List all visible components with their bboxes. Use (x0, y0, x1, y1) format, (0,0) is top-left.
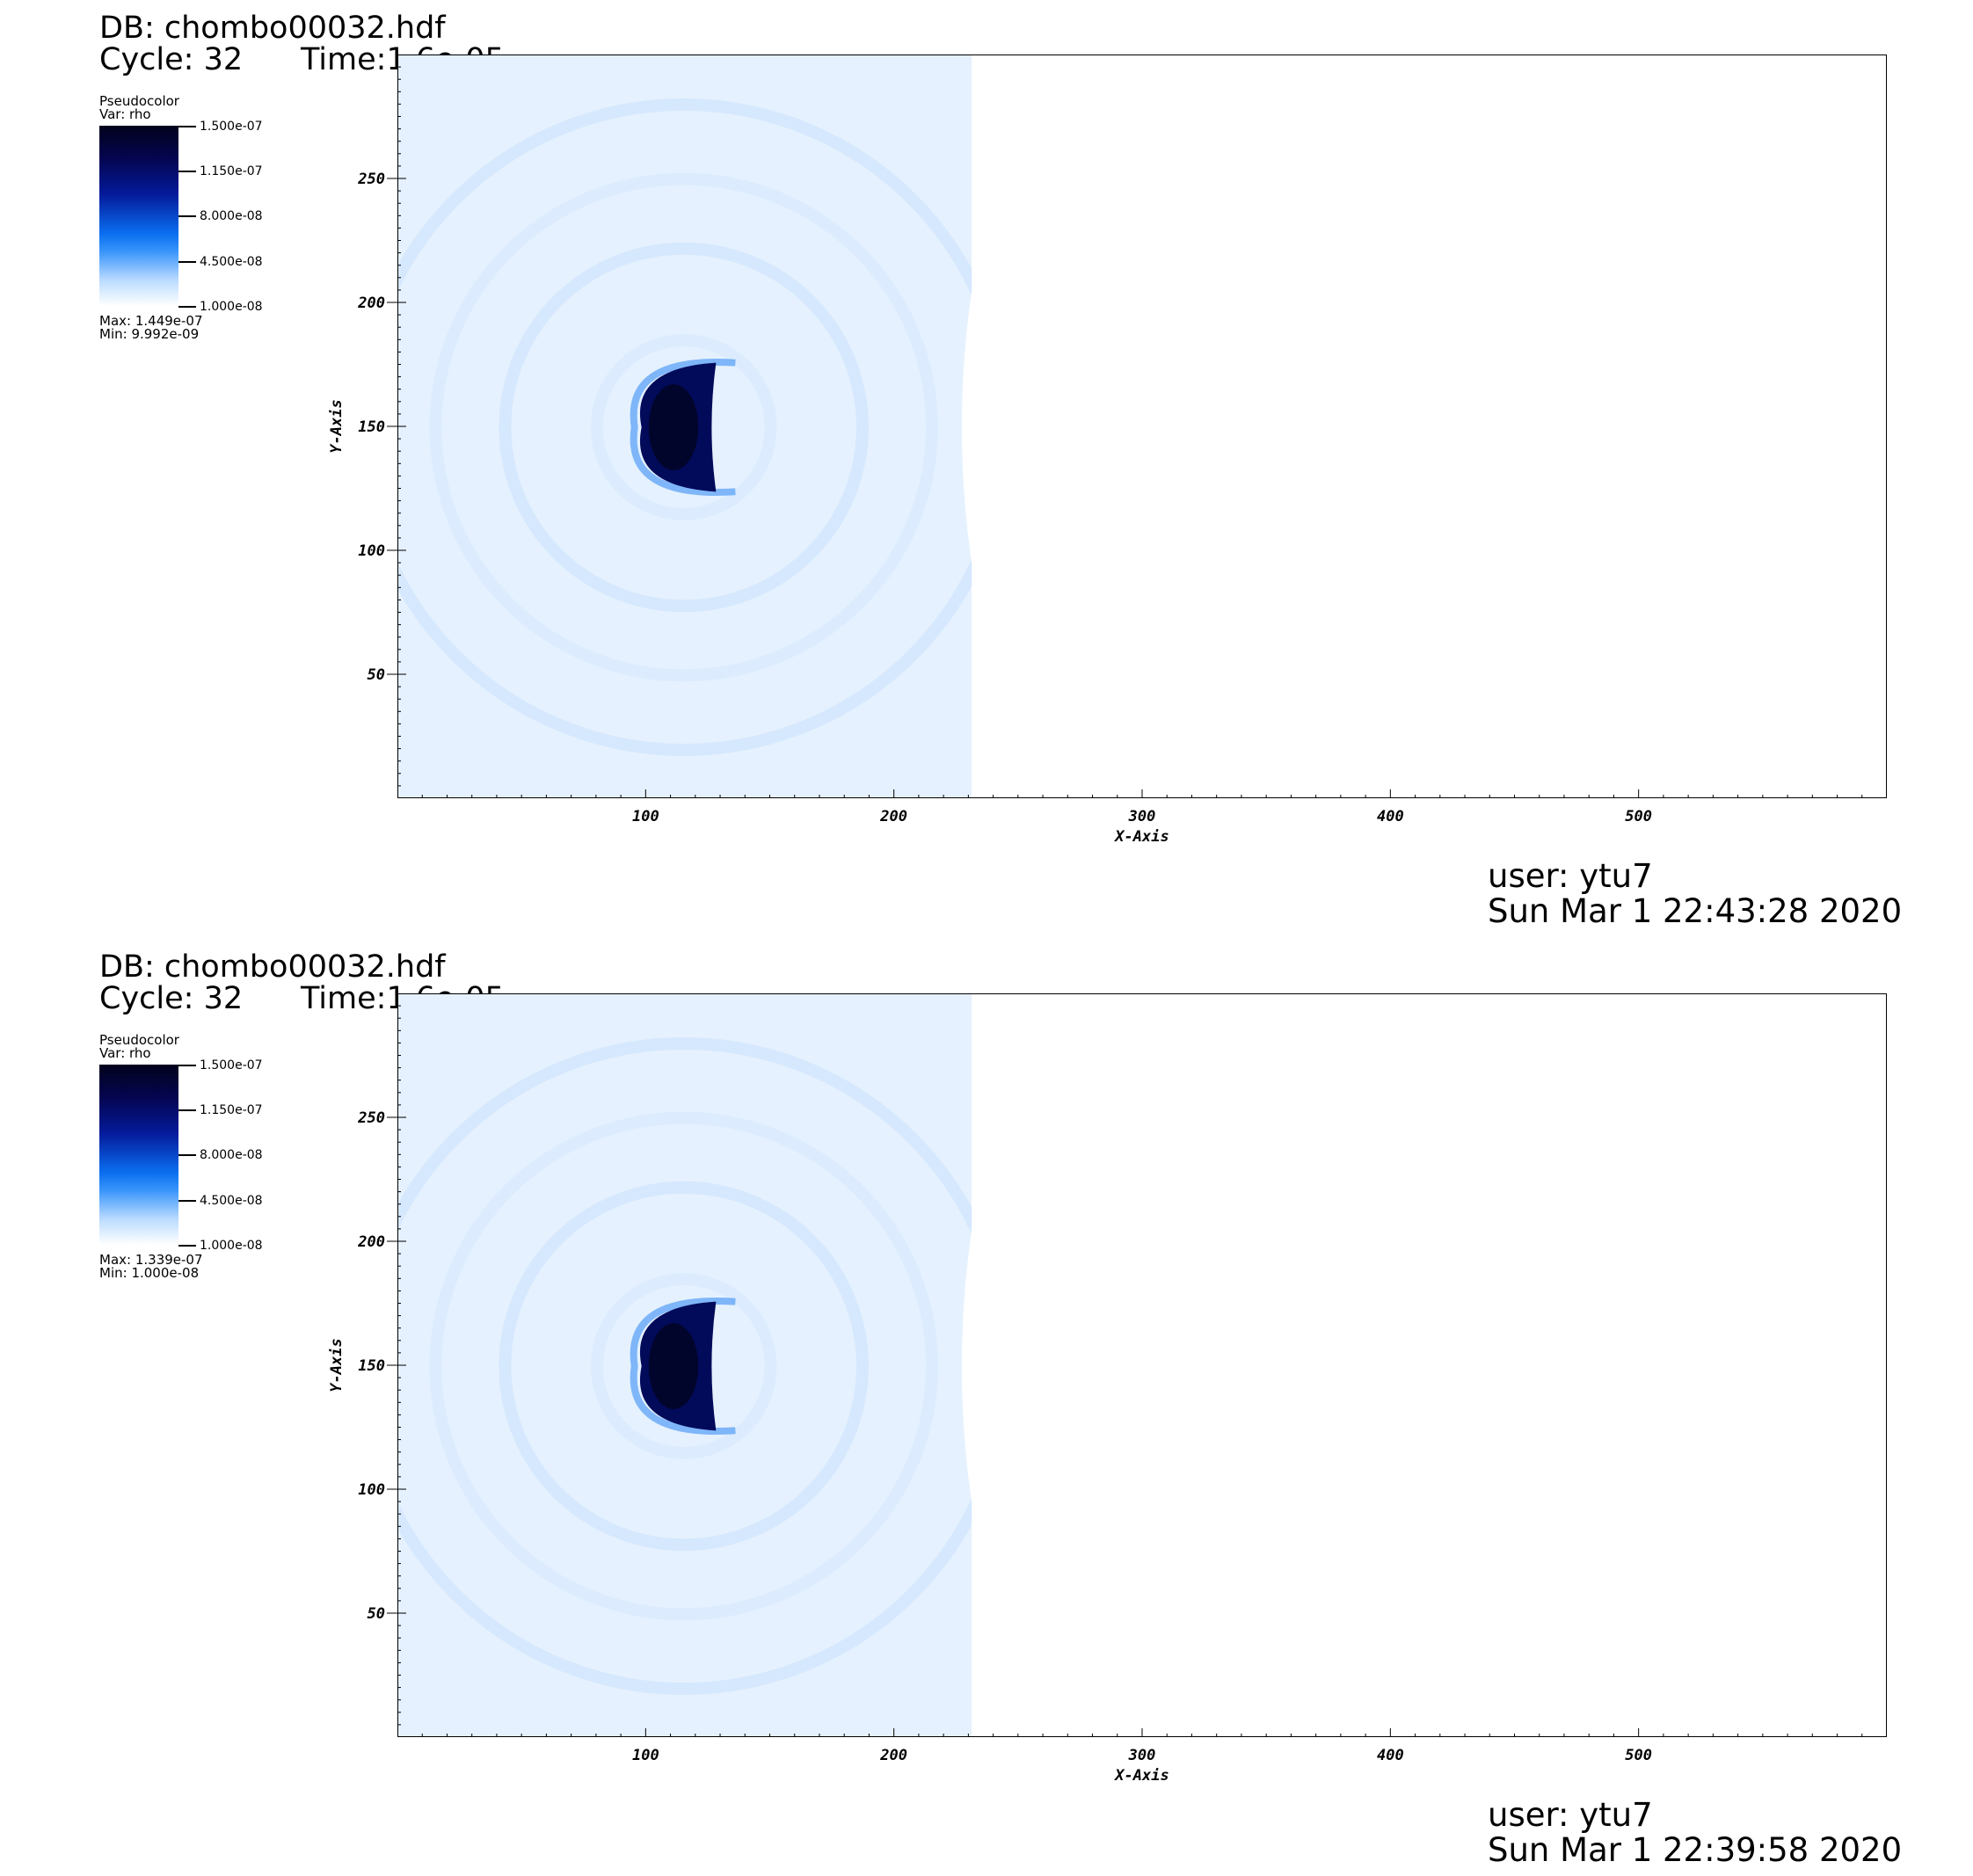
legend-var: Var: rho (99, 106, 151, 122)
user-label: user: ytu7 (1488, 1796, 1653, 1834)
plot-panel-2: DB: chombo00032.hdf Cycle: 32 Time:1.6e-… (0, 939, 1973, 1876)
db-label: DB: chombo00032.hdf (99, 11, 446, 46)
colorbar-tick-label: 1.150e-07 (200, 1103, 263, 1117)
y-tick-label: 150 (358, 418, 385, 436)
user-label: user: ytu7 (1488, 857, 1653, 895)
colorbar-tick (178, 1200, 196, 1202)
axes: 100 200 300 400 500 50 100 150 200 250 X-Axis Y-Axi… (328, 66, 1863, 846)
x-tick-label: 300 (1128, 1747, 1156, 1764)
colorbar-tick-label: 1.000e-08 (200, 300, 263, 314)
y-tick-label: 250 (357, 1109, 385, 1127)
colorbar-tick (178, 171, 196, 172)
cycle-label: Cycle: 32 (99, 981, 244, 1016)
clump-halo (630, 358, 736, 497)
legend-min: Min: 1.000e-08 (99, 1265, 200, 1281)
x-tick-label: 500 (1625, 1747, 1652, 1764)
colorbar-tick-label: 8.000e-08 (200, 1148, 263, 1162)
shock-shell (398, 98, 972, 757)
x-tick-label: 400 (1377, 1747, 1404, 1764)
colorbar-tick-label: 1.000e-08 (200, 1239, 263, 1253)
cycle-label: Cycle: 32 (99, 42, 244, 77)
y-tick-label: 100 (358, 542, 385, 560)
legend-var: Var: rho (99, 1045, 151, 1061)
colorbar (99, 1065, 178, 1245)
colorbar-tick (178, 1245, 196, 1247)
y-tick-label: 250 (357, 171, 385, 188)
colorbar-tick (178, 1065, 196, 1066)
shock-shell (499, 1181, 869, 1552)
x-tick-label: 400 (1377, 808, 1404, 825)
colorbar-tick-label: 1.500e-07 (200, 1058, 263, 1073)
colorbar-tick-label: 8.000e-08 (200, 209, 263, 223)
date-label: Sun Mar 1 22:43:28 2020 (1488, 892, 1903, 930)
clump-core (648, 1323, 699, 1409)
y-axis-title: Y-Axis (328, 399, 346, 453)
colorbar-tick (178, 215, 196, 217)
shock-shell (429, 1111, 939, 1621)
plot-area (397, 55, 1887, 798)
y-tick-label: 200 (357, 1233, 385, 1251)
y-tick-label: 50 (368, 666, 385, 684)
x-tick-label: 200 (879, 1747, 907, 1764)
y-axis-title: Y-Axis (328, 1338, 346, 1392)
x-tick-label: 500 (1625, 808, 1652, 825)
y-tick-label: 50 (368, 1605, 385, 1623)
colorbar-tick (178, 1109, 196, 1111)
shock-shell (590, 1273, 777, 1459)
plot-area (397, 993, 1887, 1737)
shock-shell (429, 172, 939, 682)
shock-shell (398, 1036, 972, 1696)
colorbar-tick-label: 4.500e-08 (200, 1194, 263, 1208)
clump-core (648, 384, 699, 470)
colorbar-tick (178, 1154, 196, 1156)
colorbar-tick-label: 1.500e-07 (200, 120, 263, 134)
plot-panel-1: DB: chombo00032.hdf Cycle: 32 Time:1.6e-… (0, 0, 1973, 937)
x-axis-title: X-Axis (1113, 828, 1169, 846)
shock-shell (590, 334, 777, 520)
shock-shell (499, 242, 869, 613)
db-label: DB: chombo00032.hdf (99, 949, 446, 985)
axes: 100 200 300 400 500 50 100 150 200 250 X-Axis Y-Axi… (328, 1005, 1863, 1785)
legend-min: Min: 9.992e-09 (99, 326, 200, 342)
colorbar-tick (178, 261, 196, 263)
x-tick-label: 100 (632, 808, 659, 825)
density-field (398, 994, 972, 1736)
y-tick-label: 100 (358, 1481, 385, 1499)
legend-plot-type: Pseudocolor (99, 1032, 179, 1048)
colorbar-tick (178, 126, 196, 127)
x-axis-title: X-Axis (1113, 1767, 1169, 1785)
x-tick-label: 200 (879, 808, 907, 825)
colorbar-tick (178, 306, 196, 308)
legend-max: Max: 1.339e-07 (99, 1252, 203, 1268)
x-tick-label: 300 (1128, 808, 1156, 825)
date-label: Sun Mar 1 22:39:58 2020 (1488, 1831, 1903, 1869)
x-tick-label: 100 (632, 1747, 659, 1764)
clump-halo (630, 1297, 736, 1436)
legend-plot-type: Pseudocolor (99, 93, 179, 109)
colorbar (99, 126, 178, 306)
y-tick-label: 150 (358, 1357, 385, 1375)
y-tick-label: 200 (357, 294, 385, 312)
colorbar-tick-label: 1.150e-07 (200, 164, 263, 178)
density-field (398, 55, 972, 797)
legend-max: Max: 1.449e-07 (99, 313, 203, 329)
colorbar-tick-label: 4.500e-08 (200, 255, 263, 269)
